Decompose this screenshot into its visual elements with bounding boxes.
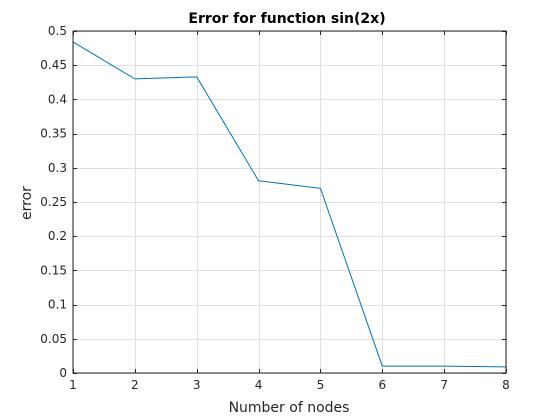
y-tick-label: 0.15 <box>40 263 67 277</box>
x-tick-label: 1 <box>69 378 77 392</box>
y-tick-label: 0.45 <box>40 58 67 72</box>
y-axis-label: error <box>19 186 35 220</box>
x-tick-label: 5 <box>317 378 325 392</box>
x-tick-label: 7 <box>440 378 448 392</box>
y-tick-label: 0 <box>59 366 67 380</box>
grid <box>73 31 507 374</box>
x-tick-label: 3 <box>193 378 201 392</box>
y-tick-label: 0.3 <box>48 161 67 175</box>
series-layer <box>72 41 507 368</box>
series-line <box>72 41 507 368</box>
y-tick-label: 0.25 <box>40 195 67 209</box>
chart-title: Error for function sin(2x) <box>188 11 385 27</box>
x-tick-label: 2 <box>131 378 139 392</box>
x-tick-label: 8 <box>502 378 510 392</box>
tick-labels: 1 2 3 4 5 6 7 8 0 0.05 0.1 0.15 0.2 0.25 0.3 0.35 0.4 0.4… <box>40 24 510 392</box>
ticks <box>73 31 507 374</box>
y-tick-label: 0.1 <box>48 298 67 312</box>
y-tick-label: 0.5 <box>48 24 67 38</box>
y-tick-label: 0.4 <box>48 92 67 106</box>
x-tick-label: 6 <box>378 378 386 392</box>
x-axis-label: Number of nodes <box>229 400 350 416</box>
x-tick-label: 4 <box>255 378 263 392</box>
y-tick-label: 0.05 <box>40 332 67 346</box>
y-tick-label: 0.35 <box>40 127 67 141</box>
y-tick-label: 0.2 <box>48 229 67 243</box>
